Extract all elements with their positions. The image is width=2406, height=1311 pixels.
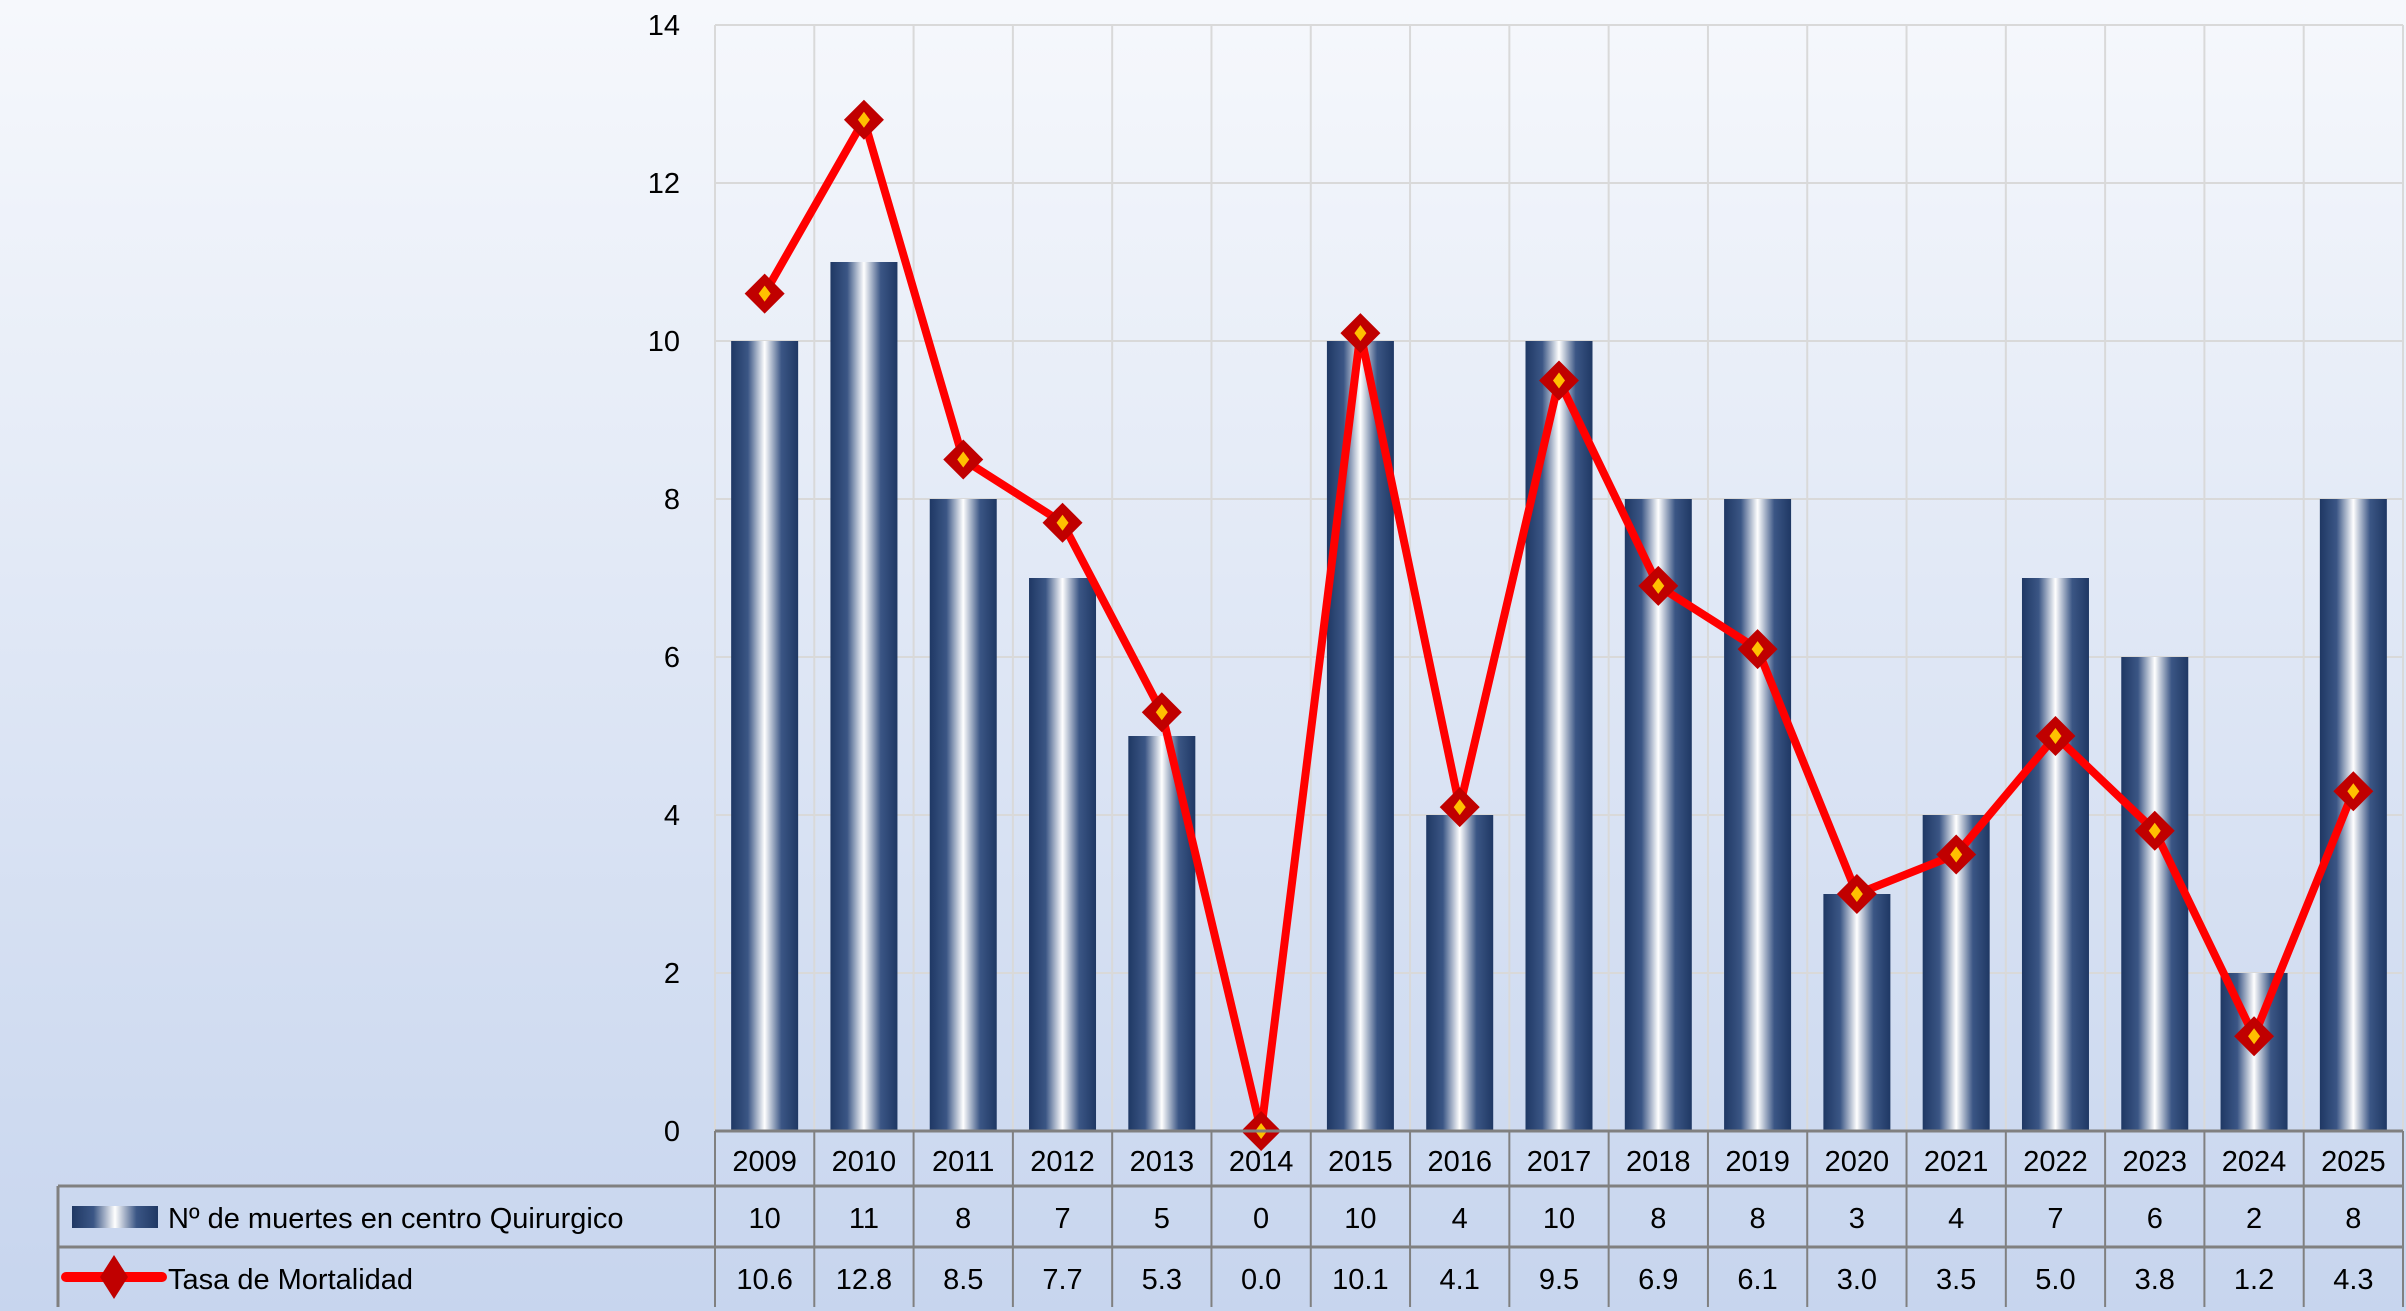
y-tick-label: 12 (648, 168, 680, 200)
x-category-label: 2009 (732, 1146, 797, 1178)
legend-key-marker (100, 1255, 128, 1299)
x-category-label: 2015 (1328, 1146, 1393, 1178)
marker-center-2023 (2148, 822, 2161, 839)
x-category-label: 2019 (1725, 1146, 1790, 1178)
rate-value-label: 4.1 (1440, 1264, 1480, 1296)
rate-value-label: 12.8 (836, 1264, 892, 1296)
marker-center-2024 (2248, 1028, 2261, 1045)
bar-value-label: 5 (1154, 1203, 1170, 1235)
bar-value-label: 11 (849, 1203, 879, 1235)
rate-value-label: 9.5 (1539, 1264, 1579, 1296)
x-category-label: 2022 (2023, 1146, 2088, 1178)
marker-center-2011 (957, 451, 970, 468)
bar-2012 (1029, 578, 1097, 1131)
rate-value-label: 4.3 (2333, 1264, 2373, 1296)
bar-value-label: 8 (1750, 1203, 1766, 1235)
bar-value-label: 10 (1344, 1203, 1376, 1235)
marker-center-2010 (857, 111, 870, 128)
y-tick-label: 10 (648, 326, 680, 358)
marker-center-2018 (1652, 577, 1665, 594)
rate-value-label: 0.0 (1241, 1264, 1281, 1296)
bar-value-label: 4 (1452, 1203, 1468, 1235)
bar-2010 (830, 262, 898, 1131)
marker-center-2017 (1553, 372, 1565, 389)
x-category-label: 2012 (1030, 1146, 1095, 1178)
y-tick-label: 8 (664, 484, 680, 516)
bar-value-label: 4 (1948, 1203, 1964, 1235)
bar-2009 (731, 341, 799, 1131)
bar-2019 (1724, 499, 1792, 1131)
bar-value-label: 8 (2345, 1203, 2361, 1235)
bar-2016 (1426, 815, 1494, 1131)
bar-value-label: 10 (1543, 1203, 1575, 1235)
x-category-label: 2023 (2123, 1146, 2188, 1178)
rate-value-label: 5.3 (1142, 1264, 1182, 1296)
bar-value-label: 10 (749, 1203, 781, 1235)
rate-value-label: 6.1 (1737, 1264, 1777, 1296)
x-category-label: 2025 (2321, 1146, 2386, 1178)
rate-value-label: 3.8 (2135, 1264, 2175, 1296)
bar-value-label: 6 (2147, 1203, 2163, 1235)
bar-value-label: 7 (1054, 1203, 1070, 1235)
x-category-label: 2021 (1924, 1146, 1989, 1178)
bar-2025 (2319, 499, 2387, 1131)
bar-value-label: 2 (2246, 1203, 2262, 1235)
y-tick-label: 6 (664, 642, 680, 674)
bar-2015 (1326, 341, 1394, 1131)
marker-center-2022 (2049, 728, 2062, 744)
legend-label-deaths: Nº de muertes en centro Quirurgico (168, 1203, 623, 1235)
marker-center-2019 (1751, 641, 1764, 658)
bar-2011 (929, 499, 997, 1131)
marker-center-2012 (1056, 514, 1069, 531)
bar-value-label: 0 (1253, 1203, 1269, 1235)
bar-2017 (1525, 341, 1593, 1131)
marker-center-2025 (2347, 783, 2360, 800)
rate-value-label: 8.5 (943, 1264, 983, 1296)
y-tick-label: 14 (648, 10, 680, 42)
marker-center-2013 (1155, 704, 1168, 721)
bar-value-label: 8 (1650, 1203, 1666, 1235)
y-tick-label: 2 (664, 958, 680, 990)
legend-key-bar (72, 1206, 158, 1228)
rate-value-label: 1.2 (2234, 1264, 2274, 1296)
rate-value-label: 5.0 (2035, 1264, 2075, 1296)
bar-value-label: 8 (955, 1203, 971, 1235)
marker-center-2009 (758, 285, 771, 302)
rate-value-label: 3.0 (1837, 1264, 1877, 1296)
x-category-label: 2024 (2222, 1146, 2287, 1178)
y-tick-label: 0 (664, 1116, 680, 1148)
x-category-label: 2014 (1229, 1146, 1294, 1178)
x-category-label: 2016 (1427, 1146, 1492, 1178)
x-category-label: 2020 (1825, 1146, 1890, 1178)
marker-center-2021 (1950, 846, 1963, 863)
marker-center-2016 (1453, 799, 1466, 816)
rate-value-label: 10.1 (1332, 1264, 1388, 1296)
marker-center-2020 (1850, 886, 1863, 902)
rate-value-label: 3.5 (1936, 1264, 1976, 1296)
x-category-label: 2013 (1130, 1146, 1195, 1178)
marker-center-2015 (1354, 325, 1367, 342)
bar-2020 (1823, 894, 1891, 1131)
bar-2023 (2121, 657, 2189, 1131)
rate-value-label: 10.6 (736, 1264, 792, 1296)
rate-value-label: 6.9 (1638, 1264, 1678, 1296)
y-tick-label: 4 (664, 800, 680, 832)
bar-2022 (2021, 578, 2089, 1131)
x-category-label: 2010 (832, 1146, 897, 1178)
bar-value-label: 7 (2047, 1203, 2063, 1235)
x-category-label: 2017 (1527, 1146, 1592, 1178)
x-category-label: 2018 (1626, 1146, 1691, 1178)
bar-value-label: 3 (1849, 1203, 1865, 1235)
rate-value-label: 7.7 (1042, 1264, 1082, 1296)
legend-label-rate: Tasa de Mortalidad (168, 1264, 413, 1296)
x-category-label: 2011 (932, 1146, 994, 1178)
